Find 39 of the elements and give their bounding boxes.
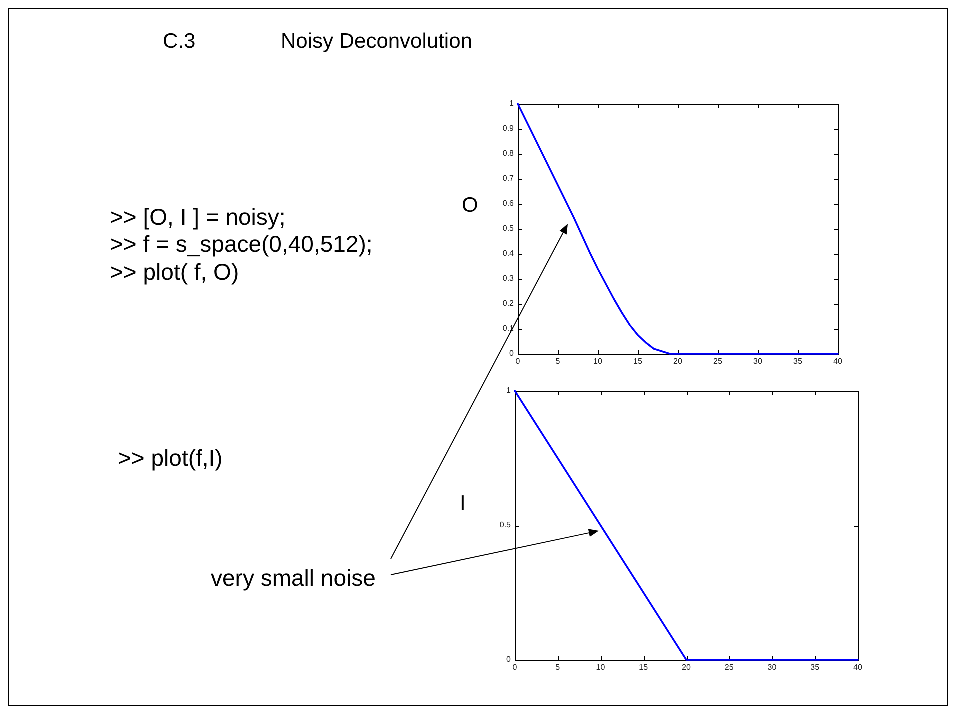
x-tick-label: 5: [556, 357, 561, 366]
text: >> plot(f,I): [118, 445, 223, 472]
y-tick-label: 0.8: [502, 149, 515, 158]
text: >> [O, I ] = noisy;: [110, 204, 286, 230]
x-tick-label: 20: [682, 663, 692, 672]
y-tick-label: 0.5: [500, 520, 512, 530]
y-tick-label: 0.7: [502, 174, 515, 184]
x-tick-label: 15: [634, 357, 643, 366]
y-tick-label: 0: [506, 655, 512, 664]
y-tick-label: 0.3: [502, 274, 515, 284]
text: >> f = s_space(0,40,512);: [110, 231, 373, 258]
y-tick-label: 0.6: [502, 199, 515, 208]
x-tick-label: 20: [674, 357, 683, 366]
text: very small noise: [211, 565, 376, 592]
x-tick-label: 5: [556, 663, 561, 672]
text: C.3: [163, 30, 196, 54]
y-tick-label: 0.5: [502, 224, 515, 234]
x-tick-label: 35: [810, 663, 820, 672]
x-tick-label: 30: [768, 663, 778, 672]
x-tick-label: 40: [854, 663, 863, 672]
text: >> plot( f, O): [110, 259, 240, 286]
x-tick-label: 0: [516, 357, 521, 366]
x-tick-label: 40: [834, 357, 843, 366]
y-axis-title: O: [462, 194, 478, 218]
y-axis-title: I: [460, 492, 466, 516]
y-tick-label: 1: [506, 386, 512, 396]
y-tick-label: 0.2: [502, 299, 515, 308]
x-tick-label: 15: [639, 663, 649, 672]
y-tick-label: 0: [510, 349, 515, 358]
x-tick-label: 35: [794, 357, 803, 366]
x-tick-label: 25: [724, 663, 734, 672]
y-tick-label: 0.9: [502, 124, 515, 134]
x-tick-label: 25: [714, 357, 723, 366]
x-tick-label: 30: [754, 357, 763, 366]
x-tick-label: 10: [596, 663, 606, 672]
chart-title: Noisy Deconvolution: [281, 30, 472, 54]
x-tick-label: 10: [594, 357, 603, 366]
y-tick-label: 1: [510, 99, 515, 108]
y-tick-label: 0.4: [502, 249, 515, 258]
